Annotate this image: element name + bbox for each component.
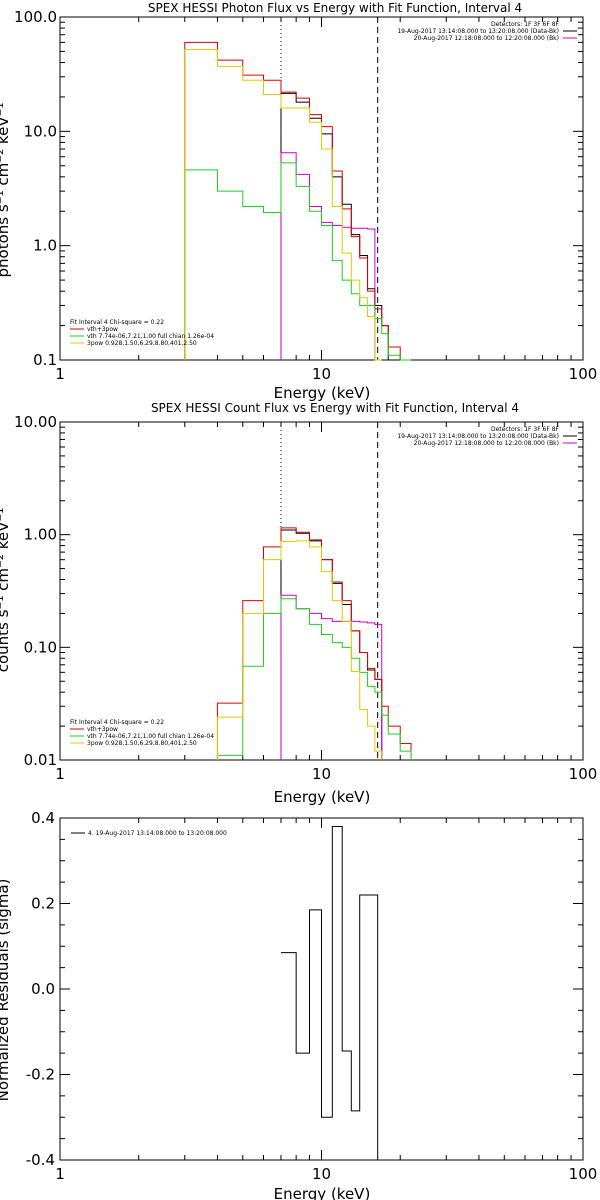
residuals-ylabel: Normalized Residuals (sigma) [0, 879, 12, 1102]
fit-legend-title: Fit Interval 4 Chi-square = 0.22 [70, 719, 164, 726]
count-flux-xlabel: Energy (keV) [274, 788, 371, 806]
y-tick-label: 0.4 [31, 809, 55, 827]
series-data-bk-line [280, 529, 383, 760]
x-tick-label: 10 [312, 1165, 331, 1183]
y-tick-label: 0.0 [31, 980, 55, 998]
header-legend-label: Detectors: 1F 3F 6F 8F [491, 426, 560, 433]
fit-legend-label: vth 7.74e-06,7.21,1.00 full chian 1.26e-… [87, 733, 214, 740]
header-legend-label: 20-Aug-2017 12:18:08.000 to 12:20:08.000… [414, 35, 559, 42]
series-vth-3pow-line [184, 41, 412, 361]
photon-flux-title: SPEX HESSI Photon Flux vs Energy with Fi… [148, 1, 522, 15]
y-tick-label: 100.0 [14, 8, 57, 26]
y-tick-label: 0.10 [24, 638, 57, 656]
x-tick-label: 100 [569, 365, 598, 383]
y-tick-label: 0.01 [24, 751, 57, 769]
x-tick-label: 1 [55, 765, 65, 783]
fit-legend-label: vth 7.74e-06,7.21,1.00 full chian 1.26e-… [87, 333, 214, 340]
y-tick-label: 10.00 [14, 413, 57, 431]
series-3pow-line [216, 540, 383, 760]
y-tick-label: -0.4 [26, 1151, 55, 1169]
y-tick-label: 10.0 [24, 122, 57, 140]
x-tick-label: 10 [312, 365, 331, 383]
header-legend-label: 19-Aug-2017 13:14:08.000 to 13:20:08.000… [397, 28, 559, 35]
y-tick-label: 0.1 [33, 351, 57, 369]
residuals-xlabel: Energy (keV) [274, 1185, 371, 1200]
series-3pow-line [184, 48, 382, 361]
series-data-bk-line [280, 92, 389, 360]
plot-frame [59, 16, 584, 361]
series-vth-3pow-line [216, 527, 412, 760]
header-legend-label: 19-Aug-2017 13:14:08.000 to 13:20:08.000… [397, 433, 559, 440]
header-legend-label: 20-Aug-2017 12:18:08.000 to 12:20:08.000… [414, 440, 559, 447]
x-tick-label: 100 [569, 1165, 598, 1183]
photon-flux-xlabel: Energy (keV) [274, 384, 371, 402]
y-tick-label: 0.2 [31, 895, 55, 913]
x-tick-label: 100 [569, 765, 598, 783]
fit-legend-title: Fit Interval 4 Chi-square = 0.22 [70, 319, 164, 326]
plot-frame [59, 421, 584, 761]
photon-flux-ylabel: photons s⁻¹ cm⁻² keV⁻¹ [0, 103, 12, 278]
y-tick-label: 1.0 [33, 237, 57, 255]
series-residuals-line [280, 826, 379, 1160]
series-vth-line [184, 162, 412, 361]
series-bk-line [280, 152, 376, 360]
series-vth-line [216, 598, 412, 760]
x-tick-label: 1 [55, 365, 65, 383]
photon-flux-panel: SPEX HESSI Photon Flux vs Energy with Fi… [0, 1, 597, 402]
fit-legend-label: 3pow 0.928,1.50,6.29,8.80,401,2.50 [87, 740, 197, 747]
x-tick-label: 10 [312, 765, 331, 783]
count-flux-panel: SPEX HESSI Count Flux vs Energy with Fit… [0, 401, 597, 806]
y-tick-label: -0.2 [26, 1066, 55, 1084]
y-tick-label: 1.00 [24, 526, 57, 544]
header-legend-label: Detectors: 1F 3F 6F 8F [491, 21, 560, 28]
legend-label: 4. 19-Aug-2017 13:14:08.000 to 13:20:08.… [88, 830, 227, 837]
fit-legend-label: vth+3pow [87, 326, 118, 333]
x-tick-label: 1 [55, 1165, 65, 1183]
residuals-panel: Energy (keV) Normalized Residuals (sigma… [0, 809, 597, 1200]
count-flux-ylabel: counts s⁻¹ cm⁻² keV⁻¹ [0, 508, 12, 673]
count-flux-title: SPEX HESSI Count Flux vs Energy with Fit… [151, 401, 519, 415]
series-bk-line [280, 594, 383, 760]
fit-legend-label: vth+3pow [87, 726, 118, 733]
fit-legend-label: 3pow 0.928,1.50,6.29,8.80,401,2.50 [87, 340, 197, 347]
